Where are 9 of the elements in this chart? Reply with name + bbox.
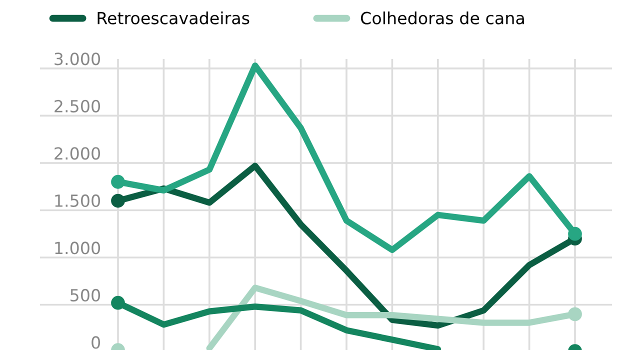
y-tick-label: 1.000 bbox=[55, 242, 100, 254]
y-tick-label: 3.000 bbox=[54, 52, 100, 66]
legend-label: Retroescavadeiras bbox=[98, 12, 250, 24]
legend-label: Colhedoras de cana bbox=[360, 12, 524, 24]
y-tick-label: 1.500 bbox=[55, 194, 100, 207]
y-tick-label: 2.500 bbox=[54, 100, 100, 112]
y-tick-label: 2.000 bbox=[54, 147, 100, 160]
y-tick-label: 500 bbox=[70, 288, 100, 302]
y-tick-label: 0 bbox=[92, 336, 100, 349]
